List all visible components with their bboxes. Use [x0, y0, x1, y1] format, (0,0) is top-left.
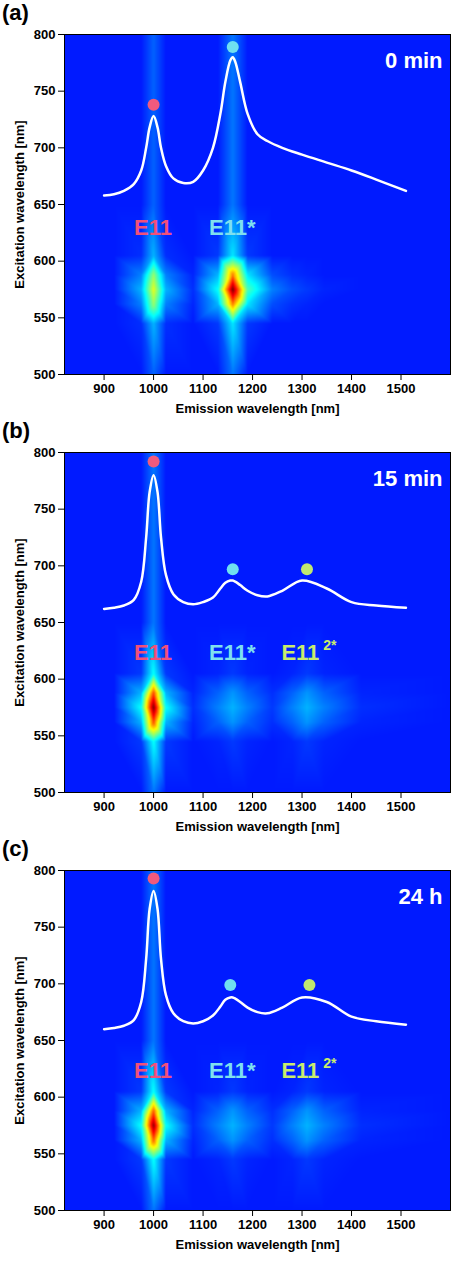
- svg-text:900: 900: [93, 799, 115, 814]
- svg-text:900: 900: [93, 381, 115, 396]
- svg-text:1300: 1300: [288, 799, 317, 814]
- svg-text:E11*: E11*: [209, 215, 256, 240]
- svg-text:550: 550: [34, 728, 56, 743]
- svg-text:600: 600: [34, 253, 56, 268]
- svg-text:1400: 1400: [337, 1217, 366, 1232]
- svg-text:550: 550: [34, 310, 56, 325]
- svg-text:650: 650: [34, 1033, 56, 1048]
- svg-text:E11*: E11*: [209, 1058, 256, 1083]
- svg-text:Excitation wavelength [nm]: Excitation wavelength [nm]: [12, 120, 27, 288]
- svg-text:E112*: E112*: [281, 636, 337, 664]
- svg-text:1300: 1300: [288, 381, 317, 396]
- svg-text:750: 750: [34, 501, 56, 516]
- svg-text:700: 700: [34, 140, 56, 155]
- svg-text:0 min: 0 min: [385, 48, 442, 73]
- svg-text:1300: 1300: [288, 1217, 317, 1232]
- svg-text:1000: 1000: [139, 381, 168, 396]
- svg-text:1400: 1400: [337, 799, 366, 814]
- svg-text:800: 800: [34, 27, 56, 42]
- svg-text:900: 900: [93, 1217, 115, 1232]
- svg-text:1200: 1200: [238, 1217, 267, 1232]
- html-text:(a): (a): [2, 0, 29, 25]
- svg-text:E11*: E11*: [209, 640, 256, 665]
- svg-text:750: 750: [34, 919, 56, 934]
- svg-text:E11: E11: [134, 640, 172, 665]
- svg-text:650: 650: [34, 615, 56, 630]
- svg-text:15 min: 15 min: [373, 466, 443, 491]
- html-text:(c): (c): [2, 836, 29, 861]
- svg-text:1000: 1000: [139, 1217, 168, 1232]
- svg-text:Excitation wavelength [nm]: Excitation wavelength [nm]: [12, 956, 27, 1124]
- svg-text:1400: 1400: [337, 381, 366, 396]
- svg-text:650: 650: [34, 197, 56, 212]
- svg-text:600: 600: [34, 671, 56, 686]
- svg-text:Emission wavelength [nm]: Emission wavelength [nm]: [176, 819, 340, 834]
- svg-text:800: 800: [34, 445, 56, 460]
- svg-text:700: 700: [34, 558, 56, 573]
- svg-text:500: 500: [34, 1203, 56, 1218]
- svg-text:600: 600: [34, 1089, 56, 1104]
- svg-text:1200: 1200: [238, 799, 267, 814]
- svg-text:1500: 1500: [387, 381, 416, 396]
- svg-text:E11: E11: [134, 1058, 172, 1083]
- svg-text:1500: 1500: [387, 799, 416, 814]
- svg-text:Excitation wavelength [nm]: Excitation wavelength [nm]: [12, 538, 27, 706]
- svg-text:1000: 1000: [139, 799, 168, 814]
- svg-text:24 h: 24 h: [398, 884, 442, 909]
- svg-text:1100: 1100: [189, 1217, 217, 1232]
- svg-text:1100: 1100: [189, 381, 217, 396]
- svg-text:Emission wavelength [nm]: Emission wavelength [nm]: [176, 1237, 340, 1252]
- svg-text:E112*: E112*: [281, 1054, 337, 1082]
- svg-text:E11: E11: [134, 215, 172, 240]
- svg-text:550: 550: [34, 1146, 56, 1161]
- svg-text:500: 500: [34, 367, 56, 382]
- svg-text:1500: 1500: [387, 1217, 416, 1232]
- svg-text:Emission wavelength [nm]: Emission wavelength [nm]: [176, 401, 340, 416]
- svg-text:800: 800: [34, 863, 56, 878]
- svg-text:500: 500: [34, 785, 56, 800]
- svg-text:1200: 1200: [238, 381, 267, 396]
- svg-text:750: 750: [34, 83, 56, 98]
- html-text:(b): (b): [2, 418, 31, 443]
- svg-text:700: 700: [34, 976, 56, 991]
- svg-text:1100: 1100: [189, 799, 217, 814]
